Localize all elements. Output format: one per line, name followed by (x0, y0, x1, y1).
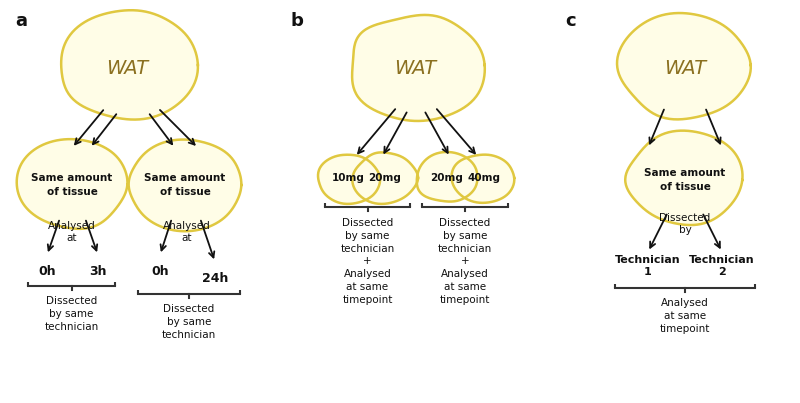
Text: Dissected
by same
technician: Dissected by same technician (44, 296, 98, 332)
Polygon shape (352, 152, 418, 204)
Polygon shape (626, 131, 742, 225)
Text: WAT: WAT (664, 58, 706, 77)
Polygon shape (61, 10, 198, 120)
Text: WAT: WAT (106, 58, 148, 77)
Polygon shape (417, 152, 478, 202)
Text: 40mg: 40mg (467, 173, 501, 183)
Text: 0h: 0h (151, 265, 169, 278)
Text: Dissected
by same
technician
+
Analysed
at same
timepoint: Dissected by same technician + Analysed … (340, 218, 394, 305)
Text: 3h: 3h (90, 265, 106, 278)
Text: 20mg: 20mg (430, 173, 463, 183)
Text: 0h: 0h (38, 265, 56, 278)
Polygon shape (451, 155, 514, 203)
Text: Technician
1: Technician 1 (615, 255, 681, 277)
Text: WAT: WAT (394, 58, 436, 77)
Text: Analysed
at same
timepoint: Analysed at same timepoint (660, 298, 710, 334)
Polygon shape (352, 15, 485, 121)
Text: b: b (290, 12, 303, 30)
Text: Same amount
of tissue: Same amount of tissue (644, 168, 726, 191)
Text: Same amount
of tissue: Same amount of tissue (144, 173, 226, 197)
Text: Same amount
of tissue: Same amount of tissue (31, 173, 113, 197)
Text: 20mg: 20mg (369, 173, 402, 183)
Polygon shape (318, 155, 380, 204)
Text: 10mg: 10mg (331, 173, 365, 183)
Polygon shape (129, 139, 242, 231)
Polygon shape (617, 13, 750, 119)
Text: Dissected
by same
technician
+
Analysed
at same
timepoint: Dissected by same technician + Analysed … (438, 218, 492, 305)
Text: Dissected
by same
technician: Dissected by same technician (162, 304, 216, 340)
Text: Dissected
by: Dissected by (659, 213, 710, 235)
Text: a: a (15, 12, 27, 30)
Text: Technician
2: Technician 2 (689, 255, 755, 277)
Text: Analysed
at: Analysed at (48, 221, 96, 243)
Text: Analysed
at: Analysed at (163, 221, 211, 243)
Text: 24h: 24h (202, 272, 228, 285)
Text: c: c (565, 12, 576, 30)
Polygon shape (17, 139, 127, 229)
